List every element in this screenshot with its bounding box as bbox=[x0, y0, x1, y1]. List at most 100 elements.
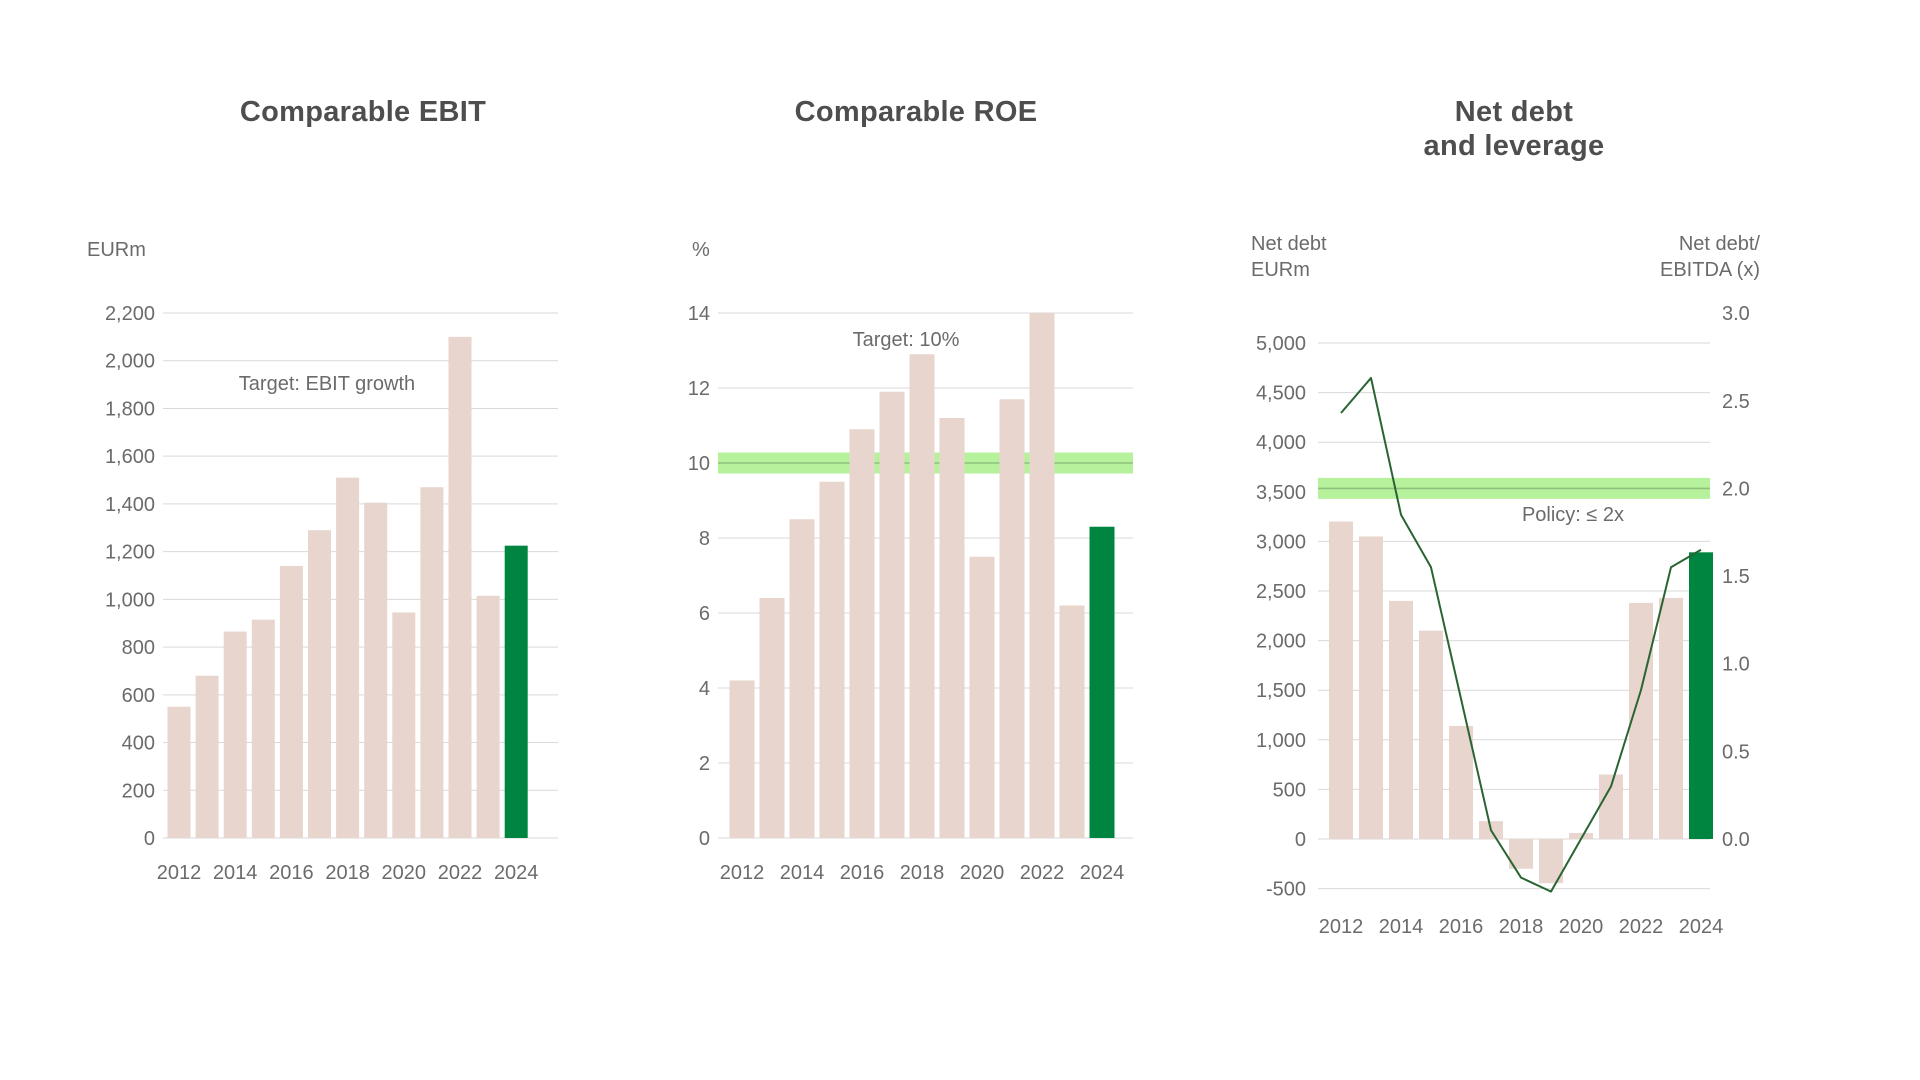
y-tick-label: 4 bbox=[699, 678, 710, 700]
x-tick-label: 2024 bbox=[494, 862, 539, 884]
y-tick-label: 2,000 bbox=[1256, 631, 1306, 653]
x-tick-label: 2018 bbox=[325, 862, 370, 884]
bar-2024 bbox=[504, 545, 528, 838]
x-tick-label: 2022 bbox=[438, 862, 483, 884]
y-tick-label: 0 bbox=[1295, 829, 1306, 851]
y-tick-label: 400 bbox=[122, 733, 155, 755]
y-tick-label: 800 bbox=[122, 637, 155, 659]
bar-2019 bbox=[364, 502, 388, 838]
bar-2014 bbox=[789, 519, 815, 838]
x-tick-label: 2020 bbox=[960, 862, 1005, 884]
y-tick-label: 2 bbox=[699, 753, 710, 775]
bar-2024 bbox=[1689, 552, 1713, 839]
y-tick-label: 2,500 bbox=[1256, 581, 1306, 603]
bar-2017 bbox=[879, 391, 905, 838]
y-tick-label: 5,000 bbox=[1256, 333, 1306, 355]
y-tick-label: 2,200 bbox=[105, 303, 155, 325]
netdebt-policy-annotation: Policy: ≤ 2x bbox=[1521, 504, 1625, 526]
y-tick-label: 14 bbox=[688, 303, 710, 325]
y-tick-label: 2,000 bbox=[105, 351, 155, 373]
x-tick-label: 2012 bbox=[1319, 916, 1364, 938]
x-tick-label: 2016 bbox=[840, 862, 885, 884]
right-y-tick-label: 0.5 bbox=[1722, 741, 1750, 763]
y-tick-label: 10 bbox=[688, 453, 710, 475]
bar-2015 bbox=[251, 619, 275, 838]
x-tick-label: 2022 bbox=[1619, 916, 1664, 938]
x-tick-label: 2014 bbox=[780, 862, 825, 884]
bar-2023 bbox=[1659, 597, 1683, 839]
y-tick-label: 1,000 bbox=[1256, 730, 1306, 752]
bar-2022 bbox=[1629, 602, 1653, 839]
x-tick-label: 2016 bbox=[1439, 916, 1484, 938]
right-y-tick-label: 2.5 bbox=[1722, 391, 1750, 413]
leverage-line bbox=[1340, 376, 1702, 893]
y-tick-label: 1,800 bbox=[105, 398, 155, 420]
ebit-unit-label: EURm bbox=[87, 239, 146, 261]
netdebt-right-axis-header: Net debt/ EBITDA (x) bbox=[1659, 233, 1760, 281]
bar-2022 bbox=[448, 336, 472, 838]
x-tick-label: 2012 bbox=[720, 862, 765, 884]
x-tick-label: 2012 bbox=[157, 862, 202, 884]
x-tick-label: 2014 bbox=[1379, 916, 1424, 938]
x-tick-label: 2024 bbox=[1080, 862, 1125, 884]
roe-unit-label: % bbox=[692, 239, 710, 261]
y-tick-label: 4,000 bbox=[1256, 432, 1306, 454]
bar-2013 bbox=[195, 675, 219, 838]
right-y-tick-label: 2.0 bbox=[1722, 478, 1750, 500]
y-tick-label: 0 bbox=[144, 828, 155, 850]
bar-2020 bbox=[1569, 833, 1593, 839]
right-y-tick-label: 3.0 bbox=[1722, 303, 1750, 325]
x-tick-label: 2018 bbox=[900, 862, 945, 884]
right-y-tick-label: 0.0 bbox=[1722, 829, 1750, 851]
x-tick-label: 2014 bbox=[213, 862, 258, 884]
bar-2013 bbox=[1359, 536, 1383, 839]
y-tick-label: 1,500 bbox=[1256, 680, 1306, 702]
ebit-chart-title: Comparable EBIT bbox=[239, 96, 487, 128]
bar-2023 bbox=[1059, 605, 1085, 838]
y-tick-label: 12 bbox=[688, 378, 710, 400]
y-tick-label: 1,600 bbox=[105, 446, 155, 468]
netdebt-chart-title: Net debt and leverage bbox=[1423, 96, 1605, 162]
y-tick-label: -500 bbox=[1266, 879, 1306, 901]
x-tick-label: 2024 bbox=[1679, 916, 1724, 938]
bar-2023 bbox=[476, 595, 500, 838]
y-tick-label: 1,400 bbox=[105, 494, 155, 516]
y-tick-label: 6 bbox=[699, 603, 710, 625]
bar-2016 bbox=[279, 565, 303, 838]
bar-2021 bbox=[420, 487, 444, 838]
x-tick-label: 2016 bbox=[269, 862, 314, 884]
bar-2012 bbox=[167, 706, 191, 838]
bar-2013 bbox=[759, 598, 785, 838]
right-y-tick-label: 1.0 bbox=[1722, 654, 1750, 676]
bar-2017 bbox=[308, 530, 331, 838]
bar-2015 bbox=[1419, 630, 1443, 839]
bar-2020 bbox=[969, 556, 995, 838]
bar-2021 bbox=[999, 399, 1025, 838]
y-tick-label: 8 bbox=[699, 528, 710, 550]
y-tick-label: 200 bbox=[122, 780, 155, 802]
x-tick-label: 2020 bbox=[1559, 916, 1604, 938]
y-tick-label: 0 bbox=[699, 828, 710, 850]
y-tick-label: 3,000 bbox=[1256, 531, 1306, 553]
bar-2016 bbox=[1449, 725, 1473, 839]
bar-2018 bbox=[336, 477, 360, 838]
bar-2012 bbox=[729, 680, 755, 838]
bar-2016 bbox=[849, 429, 875, 838]
x-tick-label: 2020 bbox=[382, 862, 427, 884]
y-tick-label: 1,200 bbox=[105, 542, 155, 564]
ebit-target-annotation: Target: EBIT growth bbox=[238, 373, 416, 395]
bar-2019 bbox=[939, 418, 965, 838]
y-tick-label: 600 bbox=[122, 685, 155, 707]
roe-target-annotation: Target: 10% bbox=[852, 329, 960, 351]
bar-2014 bbox=[223, 631, 247, 838]
y-tick-label: 4,500 bbox=[1256, 383, 1306, 405]
y-tick-label: 3,500 bbox=[1256, 482, 1306, 504]
bar-2022 bbox=[1029, 313, 1055, 838]
roe-chart-title: Comparable ROE bbox=[794, 96, 1038, 128]
bar-2014 bbox=[1389, 600, 1413, 839]
right-y-tick-label: 1.5 bbox=[1722, 566, 1750, 588]
bar-2024 bbox=[1089, 526, 1115, 838]
netdebt-left-axis-header: Net debt EURm bbox=[1251, 233, 1327, 281]
